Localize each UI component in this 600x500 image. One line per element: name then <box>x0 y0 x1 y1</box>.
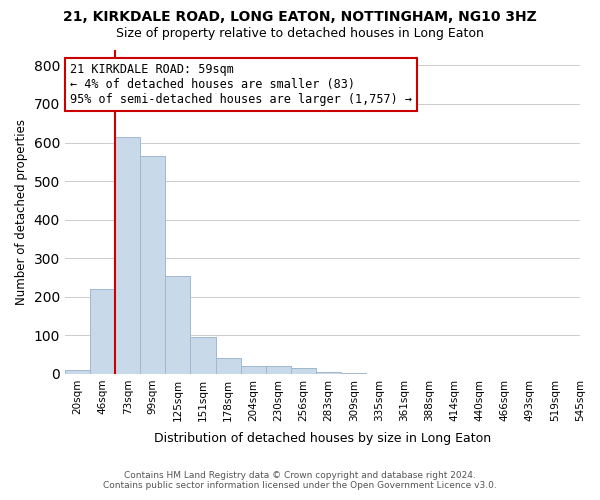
Y-axis label: Number of detached properties: Number of detached properties <box>15 119 28 305</box>
Text: Contains HM Land Registry data © Crown copyright and database right 2024.
Contai: Contains HM Land Registry data © Crown c… <box>103 470 497 490</box>
Bar <box>65 370 90 374</box>
Bar <box>241 366 266 374</box>
Bar <box>166 276 190 374</box>
Bar <box>215 358 241 374</box>
Bar <box>115 137 140 374</box>
Text: Size of property relative to detached houses in Long Eaton: Size of property relative to detached ho… <box>116 28 484 40</box>
Text: 21, KIRKDALE ROAD, LONG EATON, NOTTINGHAM, NG10 3HZ: 21, KIRKDALE ROAD, LONG EATON, NOTTINGHA… <box>63 10 537 24</box>
Bar <box>341 372 367 374</box>
Bar <box>266 366 291 374</box>
Bar <box>140 156 166 374</box>
Bar <box>190 338 215 374</box>
Bar <box>291 368 316 374</box>
X-axis label: Distribution of detached houses by size in Long Eaton: Distribution of detached houses by size … <box>154 432 491 445</box>
Text: 21 KIRKDALE ROAD: 59sqm
← 4% of detached houses are smaller (83)
95% of semi-det: 21 KIRKDALE ROAD: 59sqm ← 4% of detached… <box>70 63 412 106</box>
Bar <box>90 289 115 374</box>
Bar <box>316 372 341 374</box>
